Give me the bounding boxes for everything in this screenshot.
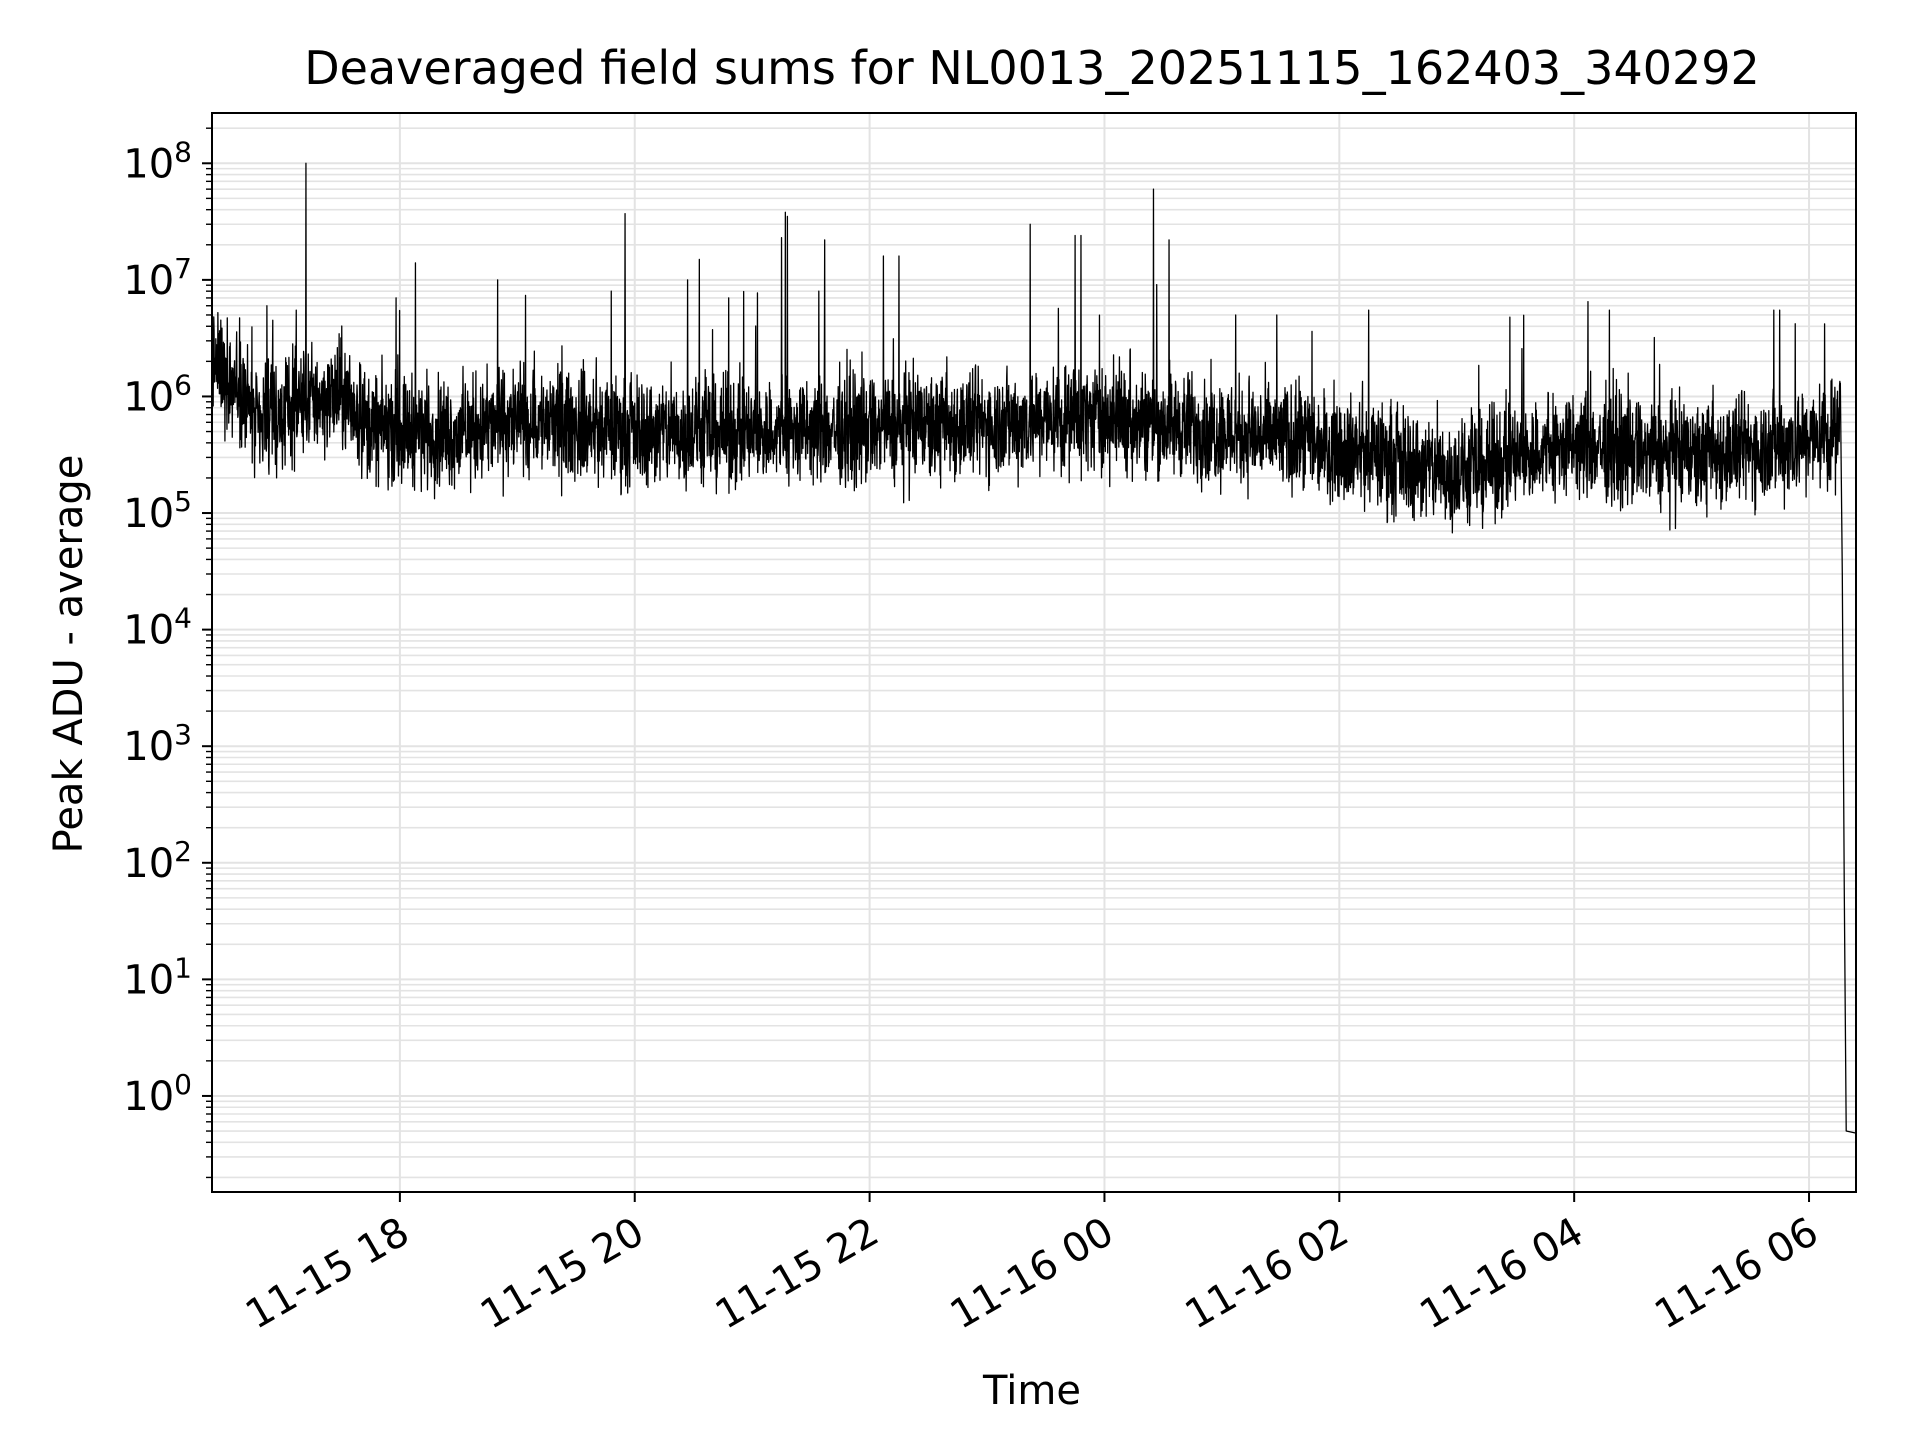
y-tick-label-base: 10 [123, 841, 174, 887]
y-tick-label-base: 10 [123, 957, 174, 1003]
y-tick-label-exponent: 6 [174, 368, 192, 401]
series-line [211, 162, 1857, 1134]
y-tick-label-base: 10 [123, 258, 174, 304]
series [211, 162, 1857, 1134]
y-tick-label-exponent: 4 [174, 602, 192, 635]
y-tick-label-exponent: 1 [174, 951, 192, 984]
y-tick-label: 102 [123, 835, 192, 887]
y-tick-label-base: 10 [123, 1074, 174, 1120]
y-tick-label-base: 10 [123, 724, 174, 770]
y-tick-label: 100 [123, 1068, 192, 1120]
y-tick-label-exponent: 5 [174, 485, 192, 518]
y-tick-label-exponent: 0 [174, 1068, 192, 1101]
y-tick-label-base: 10 [123, 374, 174, 420]
y-tick-label-exponent: 3 [174, 718, 192, 751]
y-axis-label: Peak ADU - average [46, 455, 92, 854]
x-axis-label: Time [982, 1368, 1081, 1414]
y-tick-label: 106 [123, 368, 192, 420]
y-tick-label-exponent: 2 [174, 835, 192, 868]
y-tick-label: 101 [123, 951, 192, 1003]
y-tick-label-base: 10 [123, 491, 174, 537]
y-tick-label-base: 10 [123, 141, 174, 187]
y-tick-label-base: 10 [123, 608, 174, 654]
y-tick-label: 107 [123, 252, 192, 304]
y-tick-label: 103 [123, 718, 192, 770]
y-tick-label: 108 [123, 135, 192, 187]
y-tick-label-exponent: 7 [174, 252, 192, 285]
y-tick-label: 105 [123, 485, 192, 537]
plot-frame [211, 112, 1857, 1193]
chart-title: Deaveraged field sums for NL0013_2025111… [304, 41, 1760, 95]
y-tick-label: 104 [123, 602, 192, 654]
y-tick-label-exponent: 8 [174, 135, 192, 168]
